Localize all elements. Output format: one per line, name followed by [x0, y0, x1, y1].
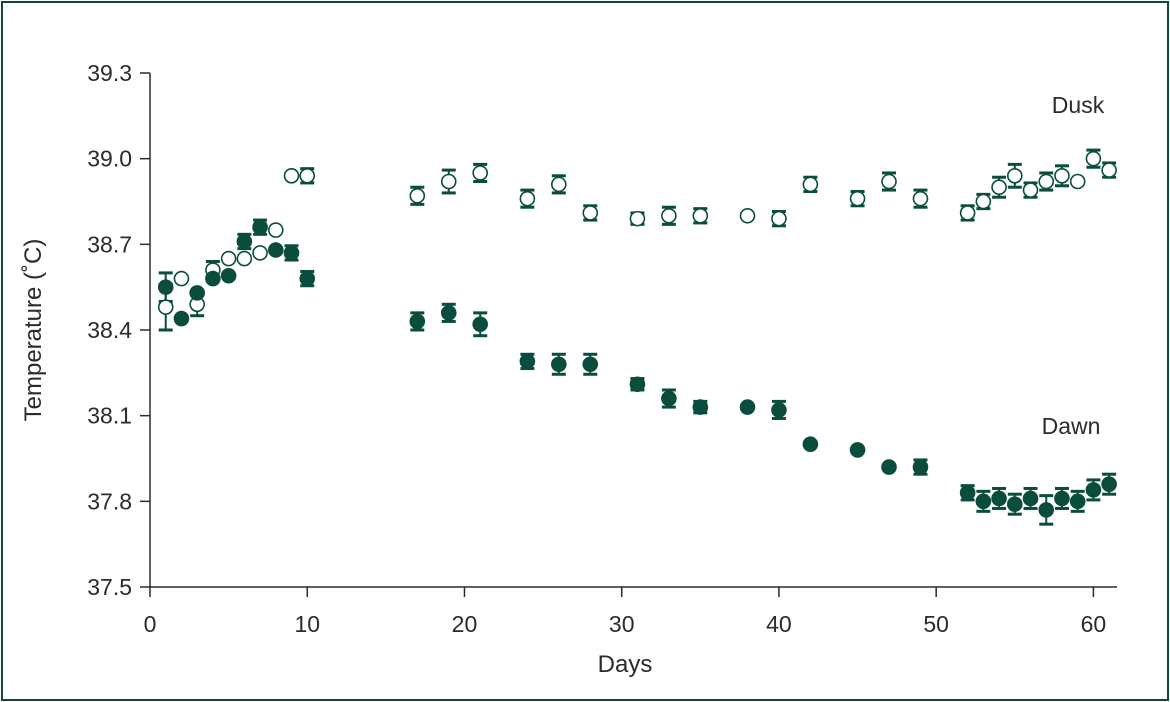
x-tick-label: 50 [923, 611, 949, 637]
dusk-point [582, 205, 599, 221]
dawn-point [440, 305, 457, 321]
dawn-point [157, 279, 174, 295]
dawn-point [1069, 493, 1086, 510]
x-tick-label: 40 [766, 611, 792, 637]
y-axis-title: Temperature (˚C) [20, 239, 47, 422]
dawn-point [881, 459, 897, 475]
dusk-point [975, 193, 992, 210]
dawn-point [1022, 490, 1039, 507]
dusk-point [739, 207, 756, 224]
dawn-point [771, 402, 787, 418]
dawn-point [1101, 476, 1117, 493]
dusk-point [551, 176, 567, 193]
dusk-point [472, 165, 488, 181]
x-axis-title: Days [598, 651, 653, 678]
dawn-point [912, 459, 929, 475]
dusk-point [1054, 168, 1070, 184]
dusk-point [236, 250, 253, 267]
dawn-point [582, 356, 599, 373]
y-tick-label: 39.3 [87, 60, 132, 86]
series-label-dawn: Dawn [1042, 413, 1101, 439]
dusk-point [959, 205, 976, 221]
y-tick-label: 38.1 [87, 403, 132, 429]
dusk-point [1006, 168, 1023, 184]
x-tick-label: 0 [144, 611, 157, 637]
dusk-point [519, 190, 536, 207]
ticks: 37.5 37.8 38.1 38.4 38.7 39.0 39.3 0 10 20 30 40 50 6… [87, 60, 1106, 637]
dawn-point [1085, 482, 1102, 498]
dusk-point [267, 222, 284, 238]
axes [149, 73, 1117, 588]
dawn-point [189, 285, 205, 301]
dawn-point [220, 267, 237, 284]
dawn-point [236, 233, 253, 250]
dusk-point [1022, 182, 1039, 198]
dawn-point [267, 242, 284, 258]
dawn-point [205, 270, 221, 287]
dawn-point [1054, 490, 1070, 507]
dusk-point [173, 270, 190, 287]
dusk-point [1085, 150, 1102, 167]
dawn-point [629, 376, 646, 393]
dusk-point [1101, 162, 1117, 178]
y-tick-label: 37.5 [87, 574, 132, 600]
dusk-point [629, 210, 646, 227]
dawn-point [173, 310, 190, 327]
dawn-point [472, 316, 488, 333]
dusk-point [440, 173, 457, 190]
dusk-point [409, 187, 426, 204]
x-tick-label: 10 [294, 611, 320, 637]
dawn-point [1006, 496, 1023, 512]
data-points [157, 150, 1117, 518]
dawn-point [959, 484, 976, 501]
dawn-point [991, 490, 1007, 507]
dusk-point [299, 168, 316, 184]
dawn-point [849, 442, 866, 458]
dawn-point [692, 399, 709, 415]
dawn-point [739, 399, 756, 415]
dawn-point [975, 493, 992, 510]
y-tick-label: 38.4 [87, 317, 132, 343]
dawn-point [299, 270, 316, 287]
dusk-point [661, 207, 677, 224]
dusk-point [1038, 173, 1055, 190]
dawn-point [519, 353, 536, 370]
dusk-point [1069, 173, 1086, 190]
dusk-point [157, 299, 174, 315]
dusk-point [771, 210, 787, 227]
dusk-point [692, 207, 709, 224]
dusk-point [283, 168, 300, 184]
dawn-point [252, 219, 268, 235]
dusk-point [252, 245, 268, 261]
dusk-point [220, 250, 237, 267]
series-label-dusk: Dusk [1052, 92, 1105, 118]
x-tick-label: 60 [1081, 611, 1107, 637]
x-tick-label: 20 [452, 611, 478, 637]
dusk-point [881, 173, 897, 190]
dawn-point [802, 436, 819, 453]
error-bars [158, 148, 1117, 526]
x-tick-label: 30 [609, 611, 635, 637]
y-tick-label: 38.7 [87, 231, 132, 257]
dawn-point [283, 245, 300, 261]
dusk-point [912, 190, 929, 207]
dawn-point [551, 356, 567, 373]
dusk-point [991, 179, 1007, 196]
dusk-point [802, 176, 819, 193]
dawn-point [661, 390, 677, 407]
dusk-point [849, 190, 866, 207]
dawn-point [409, 313, 426, 330]
dawn-point [1038, 502, 1055, 518]
y-tick-label: 37.8 [87, 488, 132, 514]
y-tick-label: 39.0 [87, 146, 132, 172]
